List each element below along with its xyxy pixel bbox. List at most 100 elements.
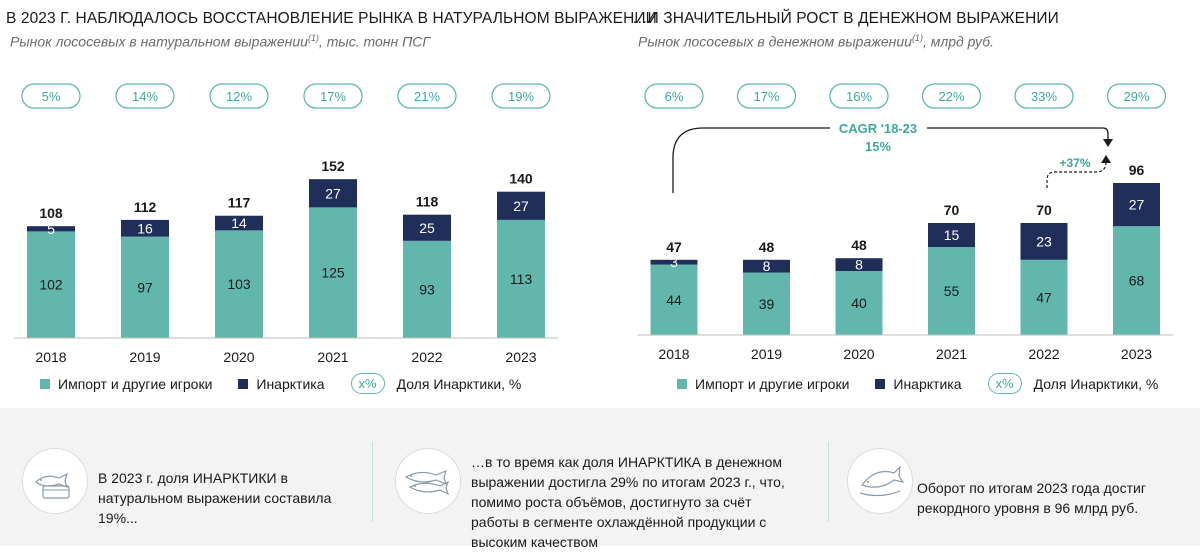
circle-badge: [395, 448, 461, 514]
value-label-import: 40: [851, 295, 867, 311]
bar-inarctica: [497, 191, 545, 220]
legend-import-label: Импорт и другие игроки: [58, 375, 213, 392]
left-legend: Импорт и другие игроки Инарктика x% Доля …: [40, 373, 547, 394]
total-label: 140: [509, 171, 533, 187]
bar-inarctica: [1113, 183, 1160, 227]
share-label: 29%: [1123, 89, 1149, 104]
total-label: 48: [851, 237, 867, 253]
total-label: 112: [134, 199, 157, 215]
value-label-inarctica: 8: [855, 257, 863, 273]
bar-import: [1020, 259, 1068, 335]
share-pill: [303, 83, 363, 109]
total-label: 108: [39, 205, 63, 221]
fish-plate-icon: [859, 465, 905, 497]
total-label: 117: [228, 195, 251, 211]
legend-inarctica: Инарктика: [875, 376, 962, 392]
legend-share-label: Доля Инарктики, %: [1033, 375, 1159, 392]
cagr-label: CAGR '18-23: [839, 121, 917, 136]
left-subtitle-main: Рынок лососевых в натуральном выражении: [10, 33, 308, 50]
x-tick-label: 2022: [411, 349, 442, 365]
text-line: работы в сегменте охлаждённой продукции …: [471, 514, 767, 530]
growth-arrow-head: [1101, 155, 1111, 163]
value-label-inarctica: 23: [1036, 233, 1052, 249]
bar-inarctica: [928, 223, 975, 247]
x-tick-label: 2022: [1028, 346, 1059, 362]
x-tick-label: 2020: [223, 349, 254, 365]
share-label: 22%: [938, 89, 964, 104]
total-label: 96: [1129, 162, 1145, 178]
value-label-inarctica: 25: [419, 220, 435, 236]
right-subtitle: Рынок лососевых в денежном выражении(1),…: [638, 33, 994, 50]
total-label: 152: [321, 158, 345, 174]
share-pill: [397, 83, 457, 109]
share-label: 17%: [320, 89, 346, 104]
value-label-import: 68: [1129, 273, 1145, 289]
summary-card-turnover: Оборот по итогам 2023 года достиг рекорд…: [829, 408, 1200, 546]
text-line: помимо роста объёмов, достигнуто за счёт: [471, 494, 752, 510]
x-tick-label: 2021: [936, 346, 967, 362]
right-subtitle-unit: , млрд руб.: [922, 33, 995, 50]
x-tick-label: 2021: [317, 349, 348, 365]
bar-inarctica: [215, 215, 263, 231]
value-label-import: 55: [944, 283, 960, 299]
summary-card-value: …в то время как доля ИНАРКТИКА в денежно…: [373, 408, 828, 550]
legend-import: Импорт и другие игроки: [677, 376, 849, 392]
value-label-import: 103: [227, 276, 251, 292]
summary-text-turnover: Оборот по итогам 2023 года достиг рекорд…: [917, 478, 1197, 518]
text-line: …в то время как доля ИНАРКТИКА в денежно…: [471, 454, 783, 470]
share-pill: [1106, 83, 1167, 109]
share-pill: [736, 83, 797, 109]
total-label: 70: [944, 202, 960, 218]
cagr-annotation: CAGR '18-23 15%: [672, 121, 1113, 193]
text-line: выражении достигла 29% по итогам 2023 г.…: [471, 474, 785, 490]
x-tick-label: 2018: [658, 346, 689, 362]
share-pill: [921, 83, 982, 109]
right-subtitle-main: Рынок лососевых в денежном выражении: [638, 33, 912, 50]
left-title: В 2023 Г. НАБЛЮДАЛОСЬ ВОССТАНОВЛЕНИЕ РЫН…: [6, 10, 657, 27]
value-label-import: 44: [666, 292, 682, 308]
fish-fillets-icon: [404, 469, 450, 496]
value-label-inarctica: 27: [513, 198, 529, 214]
x-tick-label: 2019: [751, 346, 782, 362]
right-subtitle-footnote: (1): [911, 33, 923, 43]
value-label-import: 39: [759, 296, 775, 312]
growth-label: +37%: [1059, 156, 1090, 170]
summary-text-volume: В 2023 г. доля ИНАРКТИКИ в натуральном в…: [98, 468, 368, 528]
summary-divider: [828, 442, 829, 522]
right-title: …И ЗНАЧИТЕЛЬНЫЙ РОСТ В ДЕНЕЖНОМ ВЫРАЖЕНИ…: [632, 10, 1059, 27]
bar-inarctica: [1020, 223, 1068, 260]
x-tick-label: 2019: [129, 349, 160, 365]
x-tick-label: 2023: [505, 349, 536, 365]
legend-share-pill: x%: [987, 373, 1022, 394]
legend-import-label: Импорт и другие игроки: [695, 375, 850, 392]
value-label-inarctica: 27: [325, 185, 341, 201]
bar-import: [27, 231, 75, 338]
share-pill: [21, 83, 81, 109]
x-tick-label: 2018: [35, 349, 66, 365]
bar-inarctica: [309, 179, 357, 208]
circle-badge: [847, 448, 913, 514]
value-label-import: 97: [137, 279, 153, 295]
bar-import: [497, 219, 545, 338]
share-pill: [644, 83, 704, 109]
bar-inarctica: [121, 219, 169, 237]
cagr-arrow-line: [672, 127, 1109, 193]
share-label: 33%: [1031, 89, 1057, 104]
text-line: натуральном выражении составила: [98, 490, 332, 506]
summary-card-volume: В 2023 г. доля ИНАРКТИКИ в натуральном в…: [0, 408, 372, 546]
share-pill: [209, 83, 269, 109]
share-label: 16%: [846, 89, 872, 104]
x-tick-label: 2023: [1121, 346, 1152, 362]
legend-inarctica-swatch: [238, 378, 249, 389]
legend-import: Импорт и другие игроки: [40, 376, 212, 392]
growth-arrow-line: [1046, 161, 1107, 188]
share-pill: [115, 83, 175, 109]
cagr-arrow-head: [1103, 139, 1113, 147]
share-label: 12%: [226, 89, 252, 104]
left-subtitle-unit: , тыс. тонн ПСГ: [318, 33, 430, 50]
bar-import: [215, 230, 263, 338]
bar-import: [403, 240, 451, 338]
share-label: 21%: [414, 89, 440, 104]
legend-import-swatch: [677, 378, 687, 389]
bar-inarctica: [650, 259, 698, 265]
